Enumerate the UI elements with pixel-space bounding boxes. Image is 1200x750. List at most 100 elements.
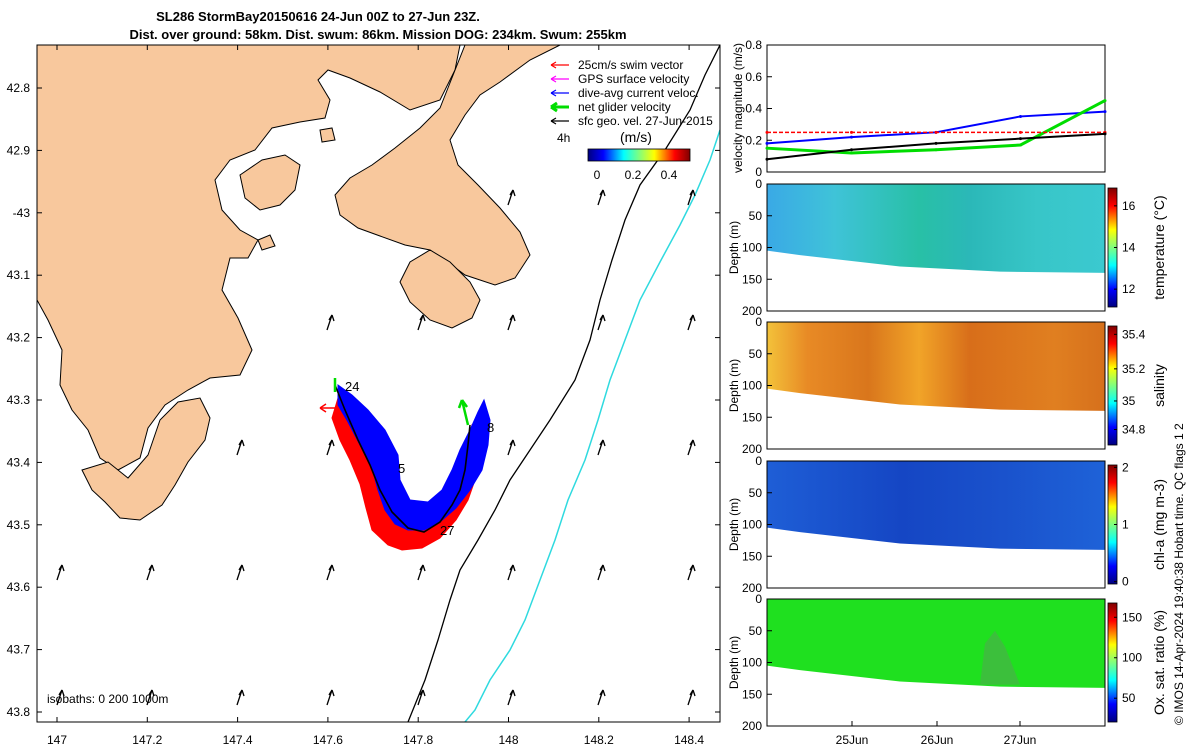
lon-tick-label: 148.2 <box>584 733 614 747</box>
map-legend: 25cm/s swim vector GPS surface velocity … <box>550 58 713 128</box>
colorbar-tick-label: 14 <box>1122 241 1136 255</box>
day-marker-27: 27 <box>440 523 454 538</box>
velocity-tick-label: 0.8 <box>745 38 762 52</box>
velocity-ylabel: velocity magnitude (m/s) <box>731 43 745 173</box>
lat-ticks: 42.8 42.9 -43 43.1 43.2 43.3 43.4 43.5 43.6 43.7 4… <box>7 81 720 719</box>
sfc-vel-arrowhead <box>58 564 65 572</box>
sfc-vel-arrowhead <box>599 689 606 697</box>
speed-colorbar: 4h (m/s) 0 0.2 0.4 <box>557 129 691 182</box>
depth-tick-label: 50 <box>749 209 763 223</box>
sfc-vel-arrowhead <box>599 564 606 572</box>
colorbar-time: 4h <box>557 131 570 145</box>
colorbar-tick-label: 34.8 <box>1122 423 1146 437</box>
colorbar-tick-label: 35 <box>1122 394 1136 408</box>
depth-tick-label: 100 <box>742 656 762 670</box>
depth-tick-label: 200 <box>742 581 762 595</box>
lat-tick-label: 43.1 <box>7 268 31 282</box>
colorbar-tick-label: 35.4 <box>1122 327 1146 341</box>
time-tick-label: 25Jun <box>836 733 869 747</box>
title-line1: SL286 StormBay20150616 24-Jun 00Z to 27-… <box>156 9 480 24</box>
sfc-vel-arrowhead <box>509 689 516 697</box>
time-axis: 25Jun 26Jun 27Jun <box>836 721 1036 747</box>
lon-tick-label: 147 <box>47 733 67 747</box>
depth-tick-label: 200 <box>742 719 762 733</box>
depth-tick-label: 150 <box>742 272 762 286</box>
depth-tick-label: 50 <box>749 486 763 500</box>
depth-tick-label: 100 <box>742 518 762 532</box>
depth-tick-label: 50 <box>749 347 763 361</box>
legend-gps-velocity: GPS surface velocity <box>578 72 689 86</box>
sfc-vel-arrowhead <box>238 689 245 697</box>
copyright-note: © IMOS 14-Apr-2024 19:40:38 Hobart time.… <box>1172 423 1186 725</box>
depth-tick-label: 50 <box>749 624 763 638</box>
sfc-vel-arrowhead <box>419 689 426 697</box>
velocity-point <box>765 130 769 134</box>
sfc-vel-arrowhead <box>238 564 245 572</box>
sfc-vel-arrowhead <box>689 689 696 697</box>
lat-tick-label: 43.8 <box>7 705 31 719</box>
legend-swim-vector: 25cm/s swim vector <box>578 58 683 72</box>
velocity-point <box>850 135 853 139</box>
colorbar-label: temperature (°C) <box>1151 195 1167 299</box>
velocity-point <box>765 141 769 145</box>
section-ylabel: Depth (m) <box>727 359 741 412</box>
colorbar-label: chl-a (mg m-3) <box>1151 479 1167 570</box>
velocity-point <box>850 151 853 155</box>
colorbar-tick-label: 35.2 <box>1122 362 1146 376</box>
section-ylabel: Depth (m) <box>727 498 741 551</box>
colorbar-tick-label: 0 <box>1122 575 1129 589</box>
velocity-point <box>934 148 938 152</box>
velocity-point <box>934 130 938 134</box>
sfc-vel-arrowhead <box>689 314 696 322</box>
sfc-vel-arrowhead <box>599 439 606 447</box>
sfc-vel-arrowhead <box>509 439 516 447</box>
velocity-point <box>1019 137 1022 141</box>
glider-track <box>334 384 471 533</box>
depth-tick-label: 150 <box>742 410 762 424</box>
velocity-tick-label: 0.4 <box>745 102 762 116</box>
legend-sfc-geo-vel: sfc geo. vel. 27-Jun-2015 <box>578 114 713 128</box>
sfc-vel-arrowhead <box>238 439 245 447</box>
lat-tick-label: 42.9 <box>7 143 31 157</box>
velocity-panel: 0 0.2 0.4 0.6 0.8 velocity magnitude (m/s) <box>731 38 1107 179</box>
velocity-series <box>765 99 1107 161</box>
colorbar-tick-label: 16 <box>1122 199 1136 213</box>
velocity-point <box>765 157 769 161</box>
section-panel-3: 0 50 100 150 200 Depth (m) 50 100 150 Ox. sat. ra… <box>727 592 1167 733</box>
lat-tick-label: 43.3 <box>7 393 31 407</box>
colorbar-tick-0: 0 <box>594 168 601 182</box>
colorbar-tick-label: 1 <box>1122 518 1129 532</box>
section-ylabel: Depth (m) <box>727 221 741 274</box>
colorbar-tick-label: 100 <box>1122 651 1142 665</box>
sfc-vel-arrowhead <box>148 564 155 572</box>
sfc-vel-arrowhead <box>419 564 426 572</box>
section-field <box>767 599 1105 688</box>
day-marker-5: 5 <box>398 461 405 476</box>
velocity-point <box>1103 99 1107 103</box>
velocity-point <box>1019 143 1022 147</box>
colorbar-units: (m/s) <box>620 129 652 145</box>
oxygen-patch <box>980 630 1020 685</box>
sfc-vel-arrowhead <box>689 189 696 197</box>
depth-tick-label: 150 <box>742 687 762 701</box>
sfc-geo-vel-arrows <box>56 189 696 706</box>
velocity-tick-label: 0.2 <box>745 133 762 147</box>
section-field <box>767 461 1105 550</box>
velocity-point <box>934 141 938 145</box>
sfc-vel-arrowhead <box>689 439 696 447</box>
colorbar-tick-2: 0.4 <box>661 168 678 182</box>
velocity-tick-label: 0 <box>755 165 762 179</box>
velocity-point <box>1103 132 1107 136</box>
section-panel-0: 0 50 100 150 200 Depth (m) 12 14 16 temperature (… <box>727 177 1167 318</box>
depth-tick-label: 200 <box>742 304 762 318</box>
section-field <box>767 184 1105 273</box>
lon-tick-label: 147.2 <box>132 733 162 747</box>
lon-tick-label: 147.8 <box>403 733 433 747</box>
depth-tick-label: 0 <box>755 177 762 191</box>
isobaths-label: isobaths: 0 200 1000m <box>47 692 168 706</box>
colorbar-tick-label: 12 <box>1122 282 1136 296</box>
section-colorbar <box>1107 325 1118 446</box>
lon-tick-label: 147.4 <box>223 733 253 747</box>
